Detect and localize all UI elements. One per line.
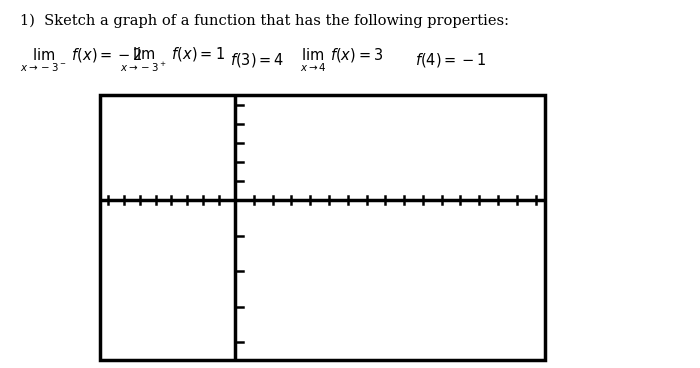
Text: 1)  Sketch a graph of a function that has the following properties:: 1) Sketch a graph of a function that has… [20, 14, 509, 28]
Text: $f(4) = -1$: $f(4) = -1$ [415, 51, 486, 69]
Text: $\underset{x\to 4}{\lim}$ $f(x) = 3$: $\underset{x\to 4}{\lim}$ $f(x) = 3$ [300, 46, 383, 74]
Text: $f(3) = 4$: $f(3) = 4$ [230, 51, 284, 69]
Bar [100, 95, 545, 360]
Text: $\underset{x\to-3^+}{\lim}$ $f(x) = 1$: $\underset{x\to-3^+}{\lim}$ $f(x) = 1$ [120, 46, 225, 74]
Text: $\underset{x\to-3^-}{\lim}$ $f(x) = -2$: $\underset{x\to-3^-}{\lim}$ $f(x) = -2$ [20, 46, 143, 74]
